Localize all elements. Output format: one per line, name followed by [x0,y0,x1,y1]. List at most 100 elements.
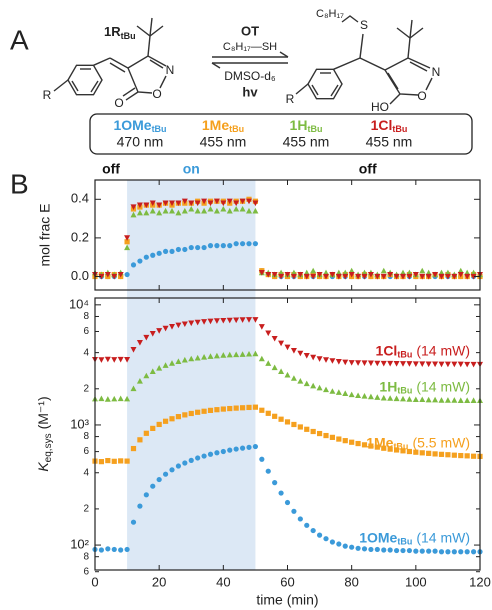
data-point [387,360,394,367]
data-point [98,395,105,402]
data-point [451,397,458,403]
data-point [162,248,169,255]
x-tick-label: 80 [344,574,358,589]
data-point [432,361,439,368]
data-point [194,319,201,326]
data-point [104,271,111,278]
data-point [278,416,284,422]
data-point [284,419,291,425]
data-point [137,503,143,509]
data-point [342,269,349,276]
data-point [188,205,195,212]
data-point [335,389,342,395]
data-point [272,480,278,486]
data-point [400,273,406,280]
data-point [297,350,304,357]
data-point [162,362,169,368]
data-point [149,207,156,214]
x-tick-label: 120 [469,574,491,589]
data-point [181,356,188,363]
data-point [149,368,156,375]
data-point [303,269,310,276]
data-point [387,271,394,278]
y-axis-subscript: eq,sys [43,433,54,462]
data-point [130,445,137,452]
data-point [233,241,239,247]
data-point [284,344,291,351]
data-point [361,546,368,552]
box-compound: 1MetBu [202,117,244,135]
data-point [111,458,117,464]
data-point [444,361,451,368]
series-name: 1H [379,378,397,394]
data-point [156,421,162,428]
y-tick-label: 6 [83,566,89,577]
atom-label: N [166,63,175,77]
data-point [239,351,246,357]
y-tick-label: 6 [83,446,89,457]
bond [359,33,364,59]
data-point [181,321,188,328]
x-tick-label: 40 [216,574,230,589]
box-wavelength: 470 nm [117,134,164,150]
data-point [380,394,387,401]
data-point [137,437,143,443]
data-point [143,209,150,216]
data-point [265,410,271,416]
data-point [464,361,471,368]
bond [90,80,99,93]
data-point [156,476,162,483]
atom-label: HO [371,100,389,114]
data-point [118,458,124,464]
data-point [143,492,149,498]
data-point [329,358,336,364]
data-point [252,207,259,214]
data-point [143,372,150,379]
data-point [156,364,163,371]
data-point [169,248,175,255]
data-point [226,351,233,358]
data-point [374,444,380,450]
data-point [367,360,374,367]
data-point [226,207,233,214]
data-point [304,426,310,432]
data-point [271,364,278,371]
data-point [335,358,342,365]
data-point [201,207,208,214]
data-point [291,508,297,514]
data-point [444,269,451,276]
data-point [336,436,342,442]
data-point [188,200,195,207]
bond [425,77,433,91]
data-point [201,198,208,205]
data-point [278,340,285,347]
data-point [130,385,137,392]
x-tick-label: 20 [152,574,166,589]
data-point [124,239,130,245]
reagent: OT [241,23,259,38]
data-point [252,443,259,450]
data-point [278,273,285,280]
data-point [117,271,124,278]
data-point [233,205,240,212]
atom-label: C₈H₁₇ [316,8,344,20]
data-point [342,273,349,280]
data-point [201,453,207,459]
data-point [188,355,195,362]
data-point [361,442,368,448]
data-point [406,273,413,280]
data-point [175,414,182,420]
data-point [419,273,426,280]
data-point [335,269,342,276]
box-wavelength: 455 nm [200,134,247,150]
data-point [470,549,477,555]
data-point [457,267,464,274]
data-point [335,273,342,280]
series-name: 1Me [366,434,393,450]
data-point [310,428,316,435]
data-point [117,395,124,402]
data-point [451,273,458,280]
data-point [348,267,355,274]
benzene-ring [67,64,103,96]
